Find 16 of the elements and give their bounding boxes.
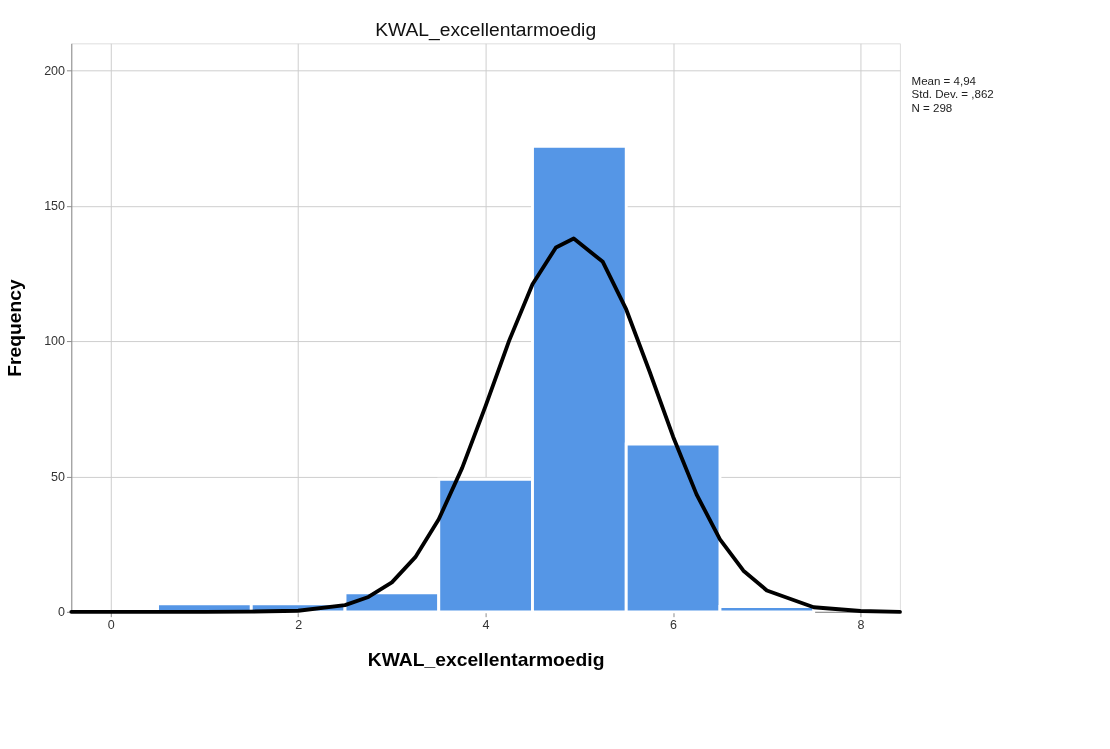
y-tick-label: 100 — [44, 334, 66, 349]
y-axis-title: Frequency — [4, 279, 26, 377]
x-tick-label: 6 — [670, 617, 678, 632]
y-tick-label: 0 — [58, 605, 66, 620]
x-axis-title: KWAL_excellentarmoedig — [367, 649, 605, 671]
text: N = 298 — [911, 101, 953, 114]
y-tick-label: 50 — [51, 469, 66, 484]
x-tick-label: 4 — [482, 617, 490, 632]
x-tick-label: 8 — [857, 617, 865, 632]
y-tick-label: 200 — [44, 63, 66, 78]
x-tick-label: 0 — [107, 617, 115, 632]
chart-title: KWAL_excellentarmoedig — [375, 18, 597, 41]
text: Mean = 4,94 — [911, 74, 977, 87]
y-tick-label: 150 — [44, 199, 66, 214]
x-tick-label: 2 — [295, 617, 303, 632]
text: Std. Dev. = ,862 — [911, 88, 994, 101]
